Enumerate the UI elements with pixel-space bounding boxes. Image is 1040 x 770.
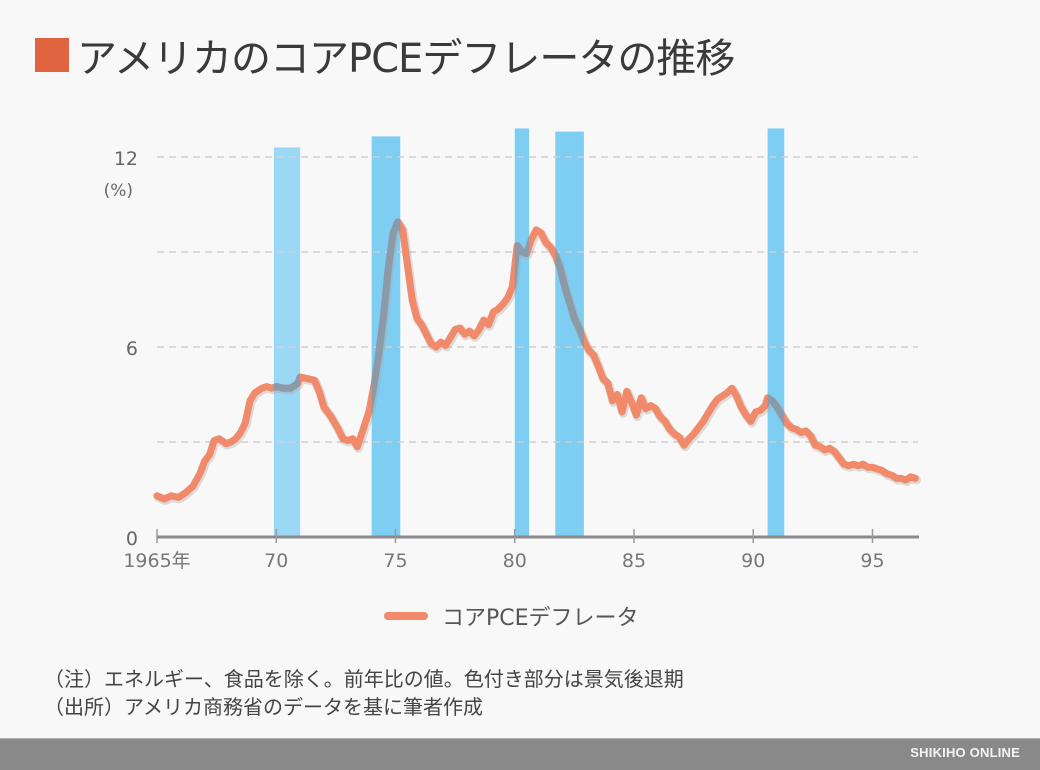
- legend-label: コアPCEデフレータ: [442, 606, 639, 631]
- footer-brand: SHIKIHO ONLINE: [910, 745, 1020, 760]
- series-line-recession-segment: [514, 236, 530, 291]
- y-tick-label: 6: [126, 338, 138, 360]
- series-line-recession-segment: [273, 373, 301, 392]
- legend-swatch-line-icon: [384, 612, 428, 620]
- series-line-recession-segment: [371, 218, 401, 415]
- chart-title-text: アメリカのコアPCEデフレータの推移: [77, 36, 735, 82]
- recession-band: [767, 128, 785, 537]
- recession-band: [273, 147, 301, 538]
- y-tick-label: 12: [114, 148, 138, 170]
- x-tick-label: 95: [860, 550, 884, 572]
- legend: コアPCEデフレータ: [384, 600, 639, 632]
- x-tick-label: 75: [383, 550, 407, 572]
- series-line: [153, 218, 919, 503]
- axes: 0 6 12 (%) 1965年 70 75 80 85 90 95: [104, 148, 919, 572]
- series-line-recession-segment: [767, 394, 785, 426]
- source-line: （出所）アメリカ商務省のデータを基に筆者作成: [44, 695, 483, 719]
- y-unit-label: (%): [104, 181, 133, 201]
- y-tick-label: 0: [126, 528, 138, 550]
- x-tick-label: 80: [503, 550, 527, 572]
- recession-bands: [273, 128, 785, 538]
- gridlines: [157, 156, 918, 443]
- title-square-icon: [35, 38, 69, 72]
- chart-title: アメリカのコアPCEデフレータの推移: [35, 26, 735, 84]
- footer-bar: SHIKIHO ONLINE: [0, 738, 1040, 770]
- x-tick-label: 85: [622, 550, 646, 572]
- series-line-recession-segment: [555, 248, 584, 349]
- line-chart: 0 6 12 (%) 1965年 70 75 80 85 90 95: [104, 128, 921, 572]
- x-tick-label: 1965年: [123, 550, 190, 572]
- recession-band: [371, 136, 401, 537]
- recession-band: [514, 128, 530, 537]
- note-line: （注）エネルギー、食品を除く。前年比の値。色付き部分は景気後退期: [44, 667, 684, 691]
- x-tick-label: 70: [264, 550, 288, 572]
- series-core-pce: [153, 218, 921, 505]
- x-tick-label: 90: [741, 550, 765, 572]
- footnotes: （注）エネルギー、食品を除く。前年比の値。色付き部分は景気後退期 （出所）アメリ…: [44, 665, 684, 721]
